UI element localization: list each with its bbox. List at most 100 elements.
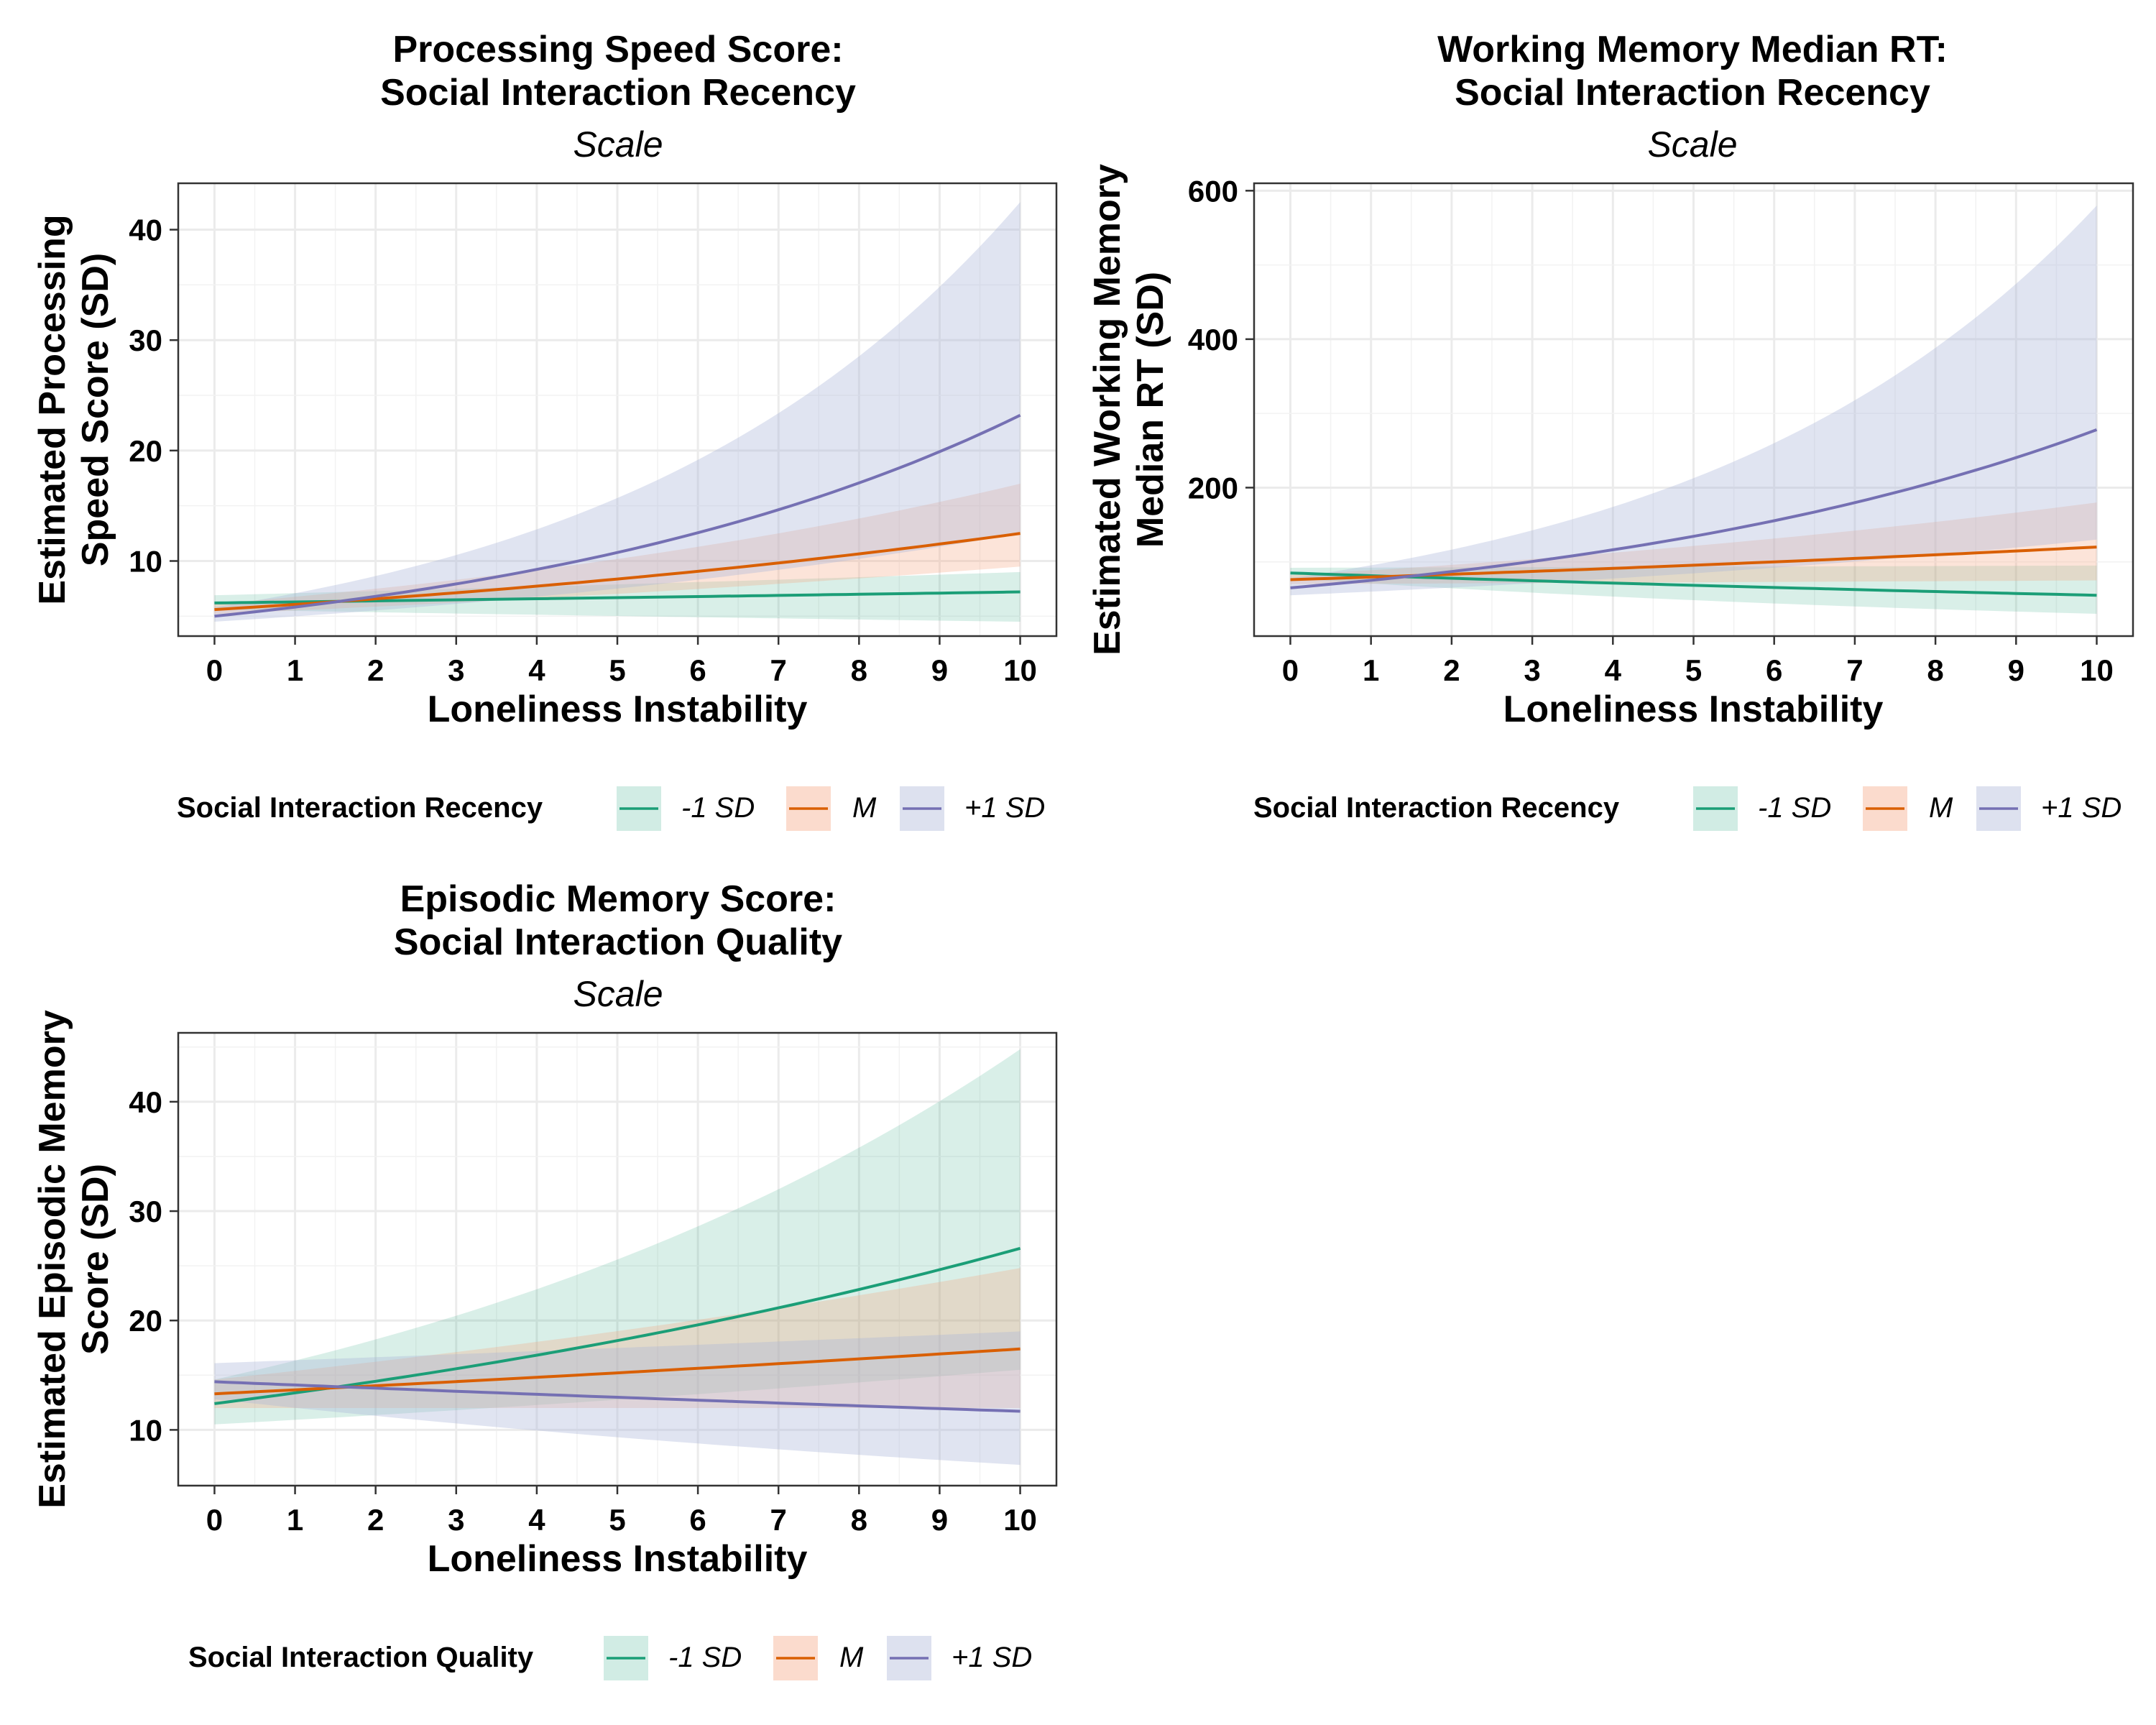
x-tick-label: 9 xyxy=(2008,653,2024,687)
series-line-low xyxy=(214,1246,1021,1405)
x-tick-label: 5 xyxy=(609,653,625,687)
x-axis-ticks: 0 1 2 3 4 5 6 7 8 9 10 xyxy=(206,636,1037,687)
y-axis-ticks: 10 20 30 40 xyxy=(129,213,178,579)
y-tick-label: 400 xyxy=(1188,323,1238,356)
y-axis-label-line1: Estimated Working Memory xyxy=(1087,164,1128,656)
x-tick-label: 4 xyxy=(1605,653,1622,687)
legend-label-high: +1 SD xyxy=(952,1642,1032,1673)
x-tick-label: 4 xyxy=(528,1503,545,1537)
ci-band-low xyxy=(1290,565,2097,614)
gridlines xyxy=(1254,183,2133,636)
series-line-high xyxy=(214,413,1021,618)
x-axis-ticks: 0 1 2 3 4 5 6 7 8 9 10 xyxy=(206,1486,1037,1537)
y-tick-label: 10 xyxy=(129,545,162,579)
legend-label-mean: M xyxy=(1929,792,1953,824)
legend-label-low: -1 SD xyxy=(668,1642,742,1673)
legend-label-high: +1 SD xyxy=(964,792,1045,824)
x-tick-label: 3 xyxy=(448,1503,464,1537)
x-tick-label: 1 xyxy=(1363,653,1379,687)
x-tick-label: 10 xyxy=(1003,653,1037,687)
y-tick-label: 30 xyxy=(129,323,162,357)
series-lines xyxy=(1290,428,2098,597)
y-tick-label: 10 xyxy=(129,1413,162,1447)
x-tick-label: 3 xyxy=(448,653,464,687)
x-tick-label: 0 xyxy=(206,653,223,687)
gridlines xyxy=(178,1033,1056,1486)
y-axis-label-line2: Median RT (SD) xyxy=(1130,272,1171,548)
x-axis-label: Loneliness Instability xyxy=(428,689,808,730)
gridlines xyxy=(178,183,1056,636)
x-tick-label: 5 xyxy=(1685,653,1702,687)
panel-episodic-memory: Episodic Memory Score: Social Interactio… xyxy=(32,878,1058,1680)
panel-working-memory: Working Memory Median RT: Social Interac… xyxy=(1087,29,2134,831)
ci-band-mean xyxy=(214,1268,1021,1408)
y-tick-label: 30 xyxy=(129,1195,162,1228)
x-tick-label: 4 xyxy=(528,653,545,687)
y-axis-label-line1: Estimated Episodic Memory xyxy=(32,1010,73,1509)
x-tick-label: 7 xyxy=(770,653,787,687)
x-tick-label: 7 xyxy=(1846,653,1863,687)
x-tick-label: 6 xyxy=(1766,653,1782,687)
y-axis-ticks: 10 20 30 40 xyxy=(129,1085,178,1447)
x-tick-label: 1 xyxy=(287,653,303,687)
series-lines xyxy=(214,413,1021,618)
x-tick-label: 3 xyxy=(1524,653,1540,687)
y-axis-label-line2: Speed Score (SD) xyxy=(75,253,116,566)
x-axis-label: Loneliness Instability xyxy=(428,1538,808,1580)
panel-processing-speed: Processing Speed Score: Social Interacti… xyxy=(32,29,1058,831)
x-tick-label: 2 xyxy=(367,1503,384,1537)
legend-title: Social Interaction Quality xyxy=(188,1642,534,1673)
x-tick-label: 6 xyxy=(689,1503,706,1537)
x-tick-label: 5 xyxy=(609,1503,625,1537)
x-tick-label: 8 xyxy=(1927,653,1943,687)
x-tick-label: 9 xyxy=(931,653,948,687)
chart-title-line2: Social Interaction Recency xyxy=(380,72,856,114)
ci-band-low xyxy=(214,1049,1021,1425)
ci-band-high xyxy=(214,202,1021,622)
legend: Social Interaction Recency -1 SD M +1 SD xyxy=(177,786,1045,831)
legend-label-low: -1 SD xyxy=(681,792,755,824)
y-axis-label-line2: Score (SD) xyxy=(75,1164,116,1355)
x-tick-label: 7 xyxy=(770,1503,787,1537)
chart-title-line1: Processing Speed Score: xyxy=(392,29,843,70)
legend-label-mean: M xyxy=(852,792,877,824)
x-tick-label: 10 xyxy=(1003,1503,1037,1537)
legend: Social Interaction Quality -1 SD M +1 SD xyxy=(188,1636,1032,1680)
y-axis-label-line1: Estimated Processing xyxy=(32,214,73,604)
series-line-high xyxy=(214,1380,1021,1413)
x-axis-ticks: 0 1 2 3 4 5 6 7 8 9 10 xyxy=(1282,636,2114,687)
legend-title: Social Interaction Recency xyxy=(1253,792,1620,824)
chart-title-line2: Social Interaction Recency xyxy=(1455,72,1930,114)
series-line-high xyxy=(1290,428,2098,589)
chart-subtitle: Scale xyxy=(573,974,663,1014)
y-axis-ticks: 200 400 600 xyxy=(1188,174,1254,505)
x-tick-label: 8 xyxy=(851,1503,867,1537)
ci-band-mean xyxy=(1290,502,2097,584)
x-tick-label: 0 xyxy=(206,1503,223,1537)
legend-title: Social Interaction Recency xyxy=(177,792,543,824)
x-tick-label: 9 xyxy=(931,1503,948,1537)
chart-title-line1: Episodic Memory Score: xyxy=(400,878,837,920)
chart-title-line2: Social Interaction Quality xyxy=(394,921,842,963)
x-tick-label: 8 xyxy=(851,653,867,687)
ci-band-high xyxy=(1290,206,2097,596)
x-tick-label: 1 xyxy=(287,1503,303,1537)
legend-label-high: +1 SD xyxy=(2041,792,2122,824)
y-tick-label: 20 xyxy=(129,1304,162,1338)
x-tick-label: 10 xyxy=(2080,653,2114,687)
y-tick-label: 200 xyxy=(1188,471,1238,505)
series-lines xyxy=(214,1246,1021,1413)
y-tick-label: 600 xyxy=(1188,174,1238,208)
y-tick-label: 40 xyxy=(129,1085,162,1119)
y-tick-label: 20 xyxy=(129,434,162,468)
legend-label-low: -1 SD xyxy=(1758,792,1831,824)
x-tick-label: 0 xyxy=(1282,653,1299,687)
chart-subtitle: Scale xyxy=(573,124,663,165)
x-tick-label: 6 xyxy=(689,653,706,687)
x-tick-label: 2 xyxy=(1443,653,1460,687)
x-axis-label: Loneliness Instability xyxy=(1503,689,1884,730)
chart-subtitle: Scale xyxy=(1647,124,1737,165)
x-tick-label: 2 xyxy=(367,653,384,687)
legend: Social Interaction Recency -1 SD M +1 SD xyxy=(1253,786,2122,831)
